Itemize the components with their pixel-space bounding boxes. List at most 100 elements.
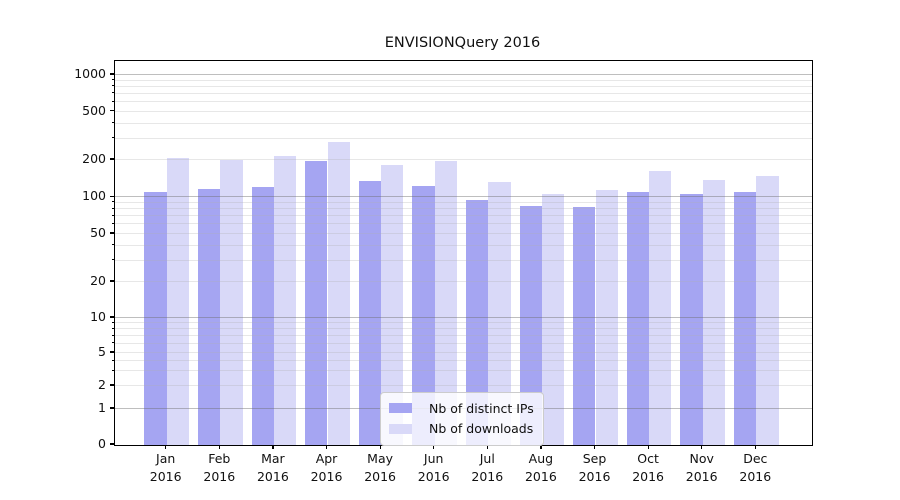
- x-tick-label: Oct 2016: [632, 451, 664, 484]
- y-tick-label: 2: [98, 377, 106, 392]
- x-tick-label: Jul 2016: [471, 451, 504, 484]
- x-tick-label: Nov 2016: [685, 451, 718, 484]
- bar-downloads-dec: [756, 176, 779, 445]
- y-tick-label: 1: [98, 400, 106, 415]
- x-tick-mark: [379, 444, 381, 449]
- x-tick-mark: [218, 444, 220, 449]
- bar-downloads-jan: [166, 158, 190, 445]
- minor-gridline: [115, 85, 812, 87]
- minor-gridline: [115, 322, 812, 324]
- bar-distinct-ips-nov: [680, 194, 703, 445]
- y-minor-tick-mark: [111, 122, 114, 123]
- minor-gridline: [115, 122, 812, 124]
- bar-distinct-ips-oct: [626, 191, 650, 445]
- bar-distinct-ips-mar: [251, 186, 274, 445]
- y-minor-tick-mark: [111, 110, 114, 112]
- y-minor-tick-mark: [111, 244, 114, 246]
- major-gridline: [115, 317, 812, 318]
- bar-downloads-mar: [273, 155, 297, 445]
- y-minor-tick-mark: [111, 384, 114, 386]
- minor-gridline: [115, 208, 812, 210]
- bar-distinct-ips-jun: [412, 185, 435, 445]
- x-tick-mark: [647, 444, 649, 449]
- bar-distinct-ips-feb: [197, 188, 221, 445]
- plot-area: Nb of distinct IPs Nb of downloads: [114, 60, 813, 446]
- bar-downloads-may: [381, 165, 404, 445]
- y-tick-mark: [109, 316, 114, 318]
- y-minor-tick-mark: [111, 327, 114, 329]
- y-tick-mark: [109, 73, 114, 75]
- minor-gridline: [115, 328, 812, 330]
- minor-gridline: [115, 352, 812, 353]
- bar-downloads-apr: [327, 142, 350, 445]
- y-tick-label: 200: [82, 151, 106, 166]
- x-tick-label: Feb 2016: [203, 451, 236, 484]
- bar-downloads-jul: [488, 182, 511, 445]
- bar-downloads-sep: [595, 189, 618, 445]
- minor-gridline: [115, 92, 812, 94]
- x-tick-mark: [754, 444, 756, 449]
- minor-gridline: [115, 101, 812, 102]
- y-tick-label: 100: [82, 188, 106, 204]
- legend-item: Nb of distinct IPs: [389, 398, 534, 419]
- x-tick-label: Jun 2016: [417, 451, 450, 484]
- x-tick-mark: [165, 444, 167, 449]
- x-tick-mark: [325, 444, 328, 449]
- y-minor-tick-mark: [111, 359, 114, 361]
- bar-distinct-ips-jan: [144, 191, 167, 445]
- y-minor-tick-mark: [111, 79, 114, 81]
- minor-gridline: [115, 360, 812, 361]
- legend-item-label: Nb of distinct IPs: [429, 400, 534, 416]
- minor-gridline: [115, 215, 812, 217]
- bar-distinct-ips-aug: [519, 205, 542, 445]
- x-tick-label: Jan 2016: [149, 451, 182, 484]
- x-tick-mark: [486, 444, 488, 449]
- bar-distinct-ips-apr: [305, 161, 328, 445]
- legend: Nb of distinct IPs Nb of downloads: [380, 392, 544, 446]
- y-minor-tick-mark: [111, 201, 114, 203]
- y-tick-label: 500: [82, 102, 106, 118]
- major-gridline: [115, 196, 812, 198]
- x-tick-mark: [433, 444, 435, 449]
- y-minor-tick-mark: [111, 207, 114, 209]
- y-minor-tick-mark: [111, 351, 114, 353]
- minor-gridline: [115, 201, 812, 203]
- y-tick-label: 5: [98, 344, 106, 359]
- x-tick-label: May 2016: [364, 451, 396, 484]
- minor-gridline: [115, 370, 812, 372]
- bar-downloads-feb: [220, 159, 243, 445]
- y-minor-tick-mark: [111, 222, 114, 224]
- y-minor-tick-mark: [111, 369, 114, 371]
- legend-swatch-distinct-ips: [389, 403, 412, 414]
- y-tick-label: 0: [98, 436, 106, 451]
- minor-gridline: [115, 335, 812, 336]
- y-minor-tick-mark: [111, 321, 114, 323]
- x-tick-mark: [272, 444, 274, 449]
- x-tick-mark: [593, 444, 596, 449]
- y-minor-tick-mark: [111, 232, 114, 234]
- minor-gridline: [115, 233, 812, 234]
- y-tick-mark: [109, 407, 114, 409]
- bar-downloads-nov: [702, 179, 726, 445]
- legend-item-label: Nb of downloads: [429, 421, 534, 437]
- y-minor-tick-mark: [111, 214, 114, 216]
- y-tick-label: 20: [90, 273, 106, 288]
- minor-gridline: [115, 385, 812, 386]
- y-minor-tick-mark: [111, 100, 114, 102]
- y-minor-tick-mark: [111, 137, 114, 139]
- bar-downloads-jun: [434, 161, 458, 445]
- x-tick-label: Mar 2016: [256, 451, 289, 484]
- legend-swatch-downloads: [389, 423, 412, 434]
- chart-title: ENVISIONQuery 2016: [384, 35, 541, 51]
- x-tick-label: Dec 2016: [739, 451, 772, 484]
- minor-gridline: [115, 159, 812, 160]
- minor-gridline: [115, 244, 812, 246]
- major-gridline: [115, 74, 812, 75]
- bar-distinct-ips-jul: [465, 200, 489, 445]
- bar-downloads-aug: [541, 194, 565, 445]
- y-minor-tick-mark: [111, 342, 114, 344]
- y-tick-label: 1000: [74, 66, 106, 81]
- y-tick-label: 50: [90, 225, 106, 240]
- minor-gridline: [115, 110, 812, 112]
